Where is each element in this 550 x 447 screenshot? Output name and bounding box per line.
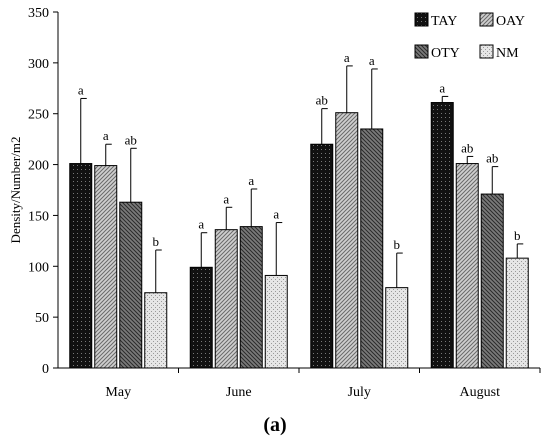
y-axis-label: Density/Number/m2 [8, 137, 23, 244]
bar-oay [94, 165, 118, 369]
legend-label-oty: OTY [431, 46, 460, 61]
y-tick-label: 150 [28, 209, 49, 224]
bar-oty [119, 201, 143, 369]
y-tick-label: 350 [28, 6, 49, 21]
legend-swatch-oay [479, 12, 494, 27]
significance-letter: a [273, 207, 279, 222]
y-tick-label: 0 [42, 362, 49, 377]
significance-letter: a [223, 191, 229, 206]
significance-letter: a [78, 82, 84, 97]
bar-tay [310, 143, 334, 369]
bar-tay [189, 266, 213, 369]
x-tick-label: August [460, 385, 501, 400]
legend-label-oay: OAY [496, 14, 525, 29]
y-tick-label: 200 [28, 159, 49, 174]
significance-letter: a [248, 173, 254, 188]
bar-oay [455, 163, 479, 369]
panel-label: (a) [263, 414, 287, 436]
bar-oty [239, 226, 263, 369]
significance-letter: a [198, 217, 204, 232]
significance-letter: ab [316, 93, 328, 108]
bar-oay [214, 229, 238, 369]
significance-letter: b [514, 228, 521, 243]
x-tick-label: June [226, 385, 252, 400]
significance-letter: ab [486, 151, 498, 166]
y-tick-label: 250 [28, 108, 49, 123]
legend-swatch-tay [414, 12, 429, 27]
bar-oay [335, 112, 359, 369]
bar-oty [480, 193, 504, 369]
y-tick-label: 50 [35, 311, 49, 326]
significance-letter: a [103, 128, 109, 143]
significance-letter: b [153, 234, 160, 249]
y-tick-label: 300 [28, 57, 49, 72]
bar-nm [144, 292, 168, 369]
legend-swatch-nm [479, 44, 494, 59]
bar-tay [430, 102, 454, 369]
significance-letter: b [394, 237, 401, 252]
legend-label-nm: NM [496, 46, 519, 61]
legend: TAY OAY OTY NM [414, 12, 525, 61]
bar-chart: 0 50 100 150 200 250 300 350 Density/Number/m2 Ma… [8, 6, 541, 400]
significance-letter: ab [125, 132, 137, 147]
x-tick-label: May [105, 385, 131, 400]
y-tick-label: 100 [28, 260, 49, 275]
legend-swatch-oty [414, 44, 429, 59]
significance-letter: ab [461, 140, 473, 155]
axes: 0 50 100 150 200 250 300 350 Density/Number/m2 Ma… [8, 6, 541, 400]
bar-oty [360, 128, 384, 369]
significance-letter: a [439, 80, 445, 95]
x-tick-label: July [348, 385, 371, 400]
significance-letter: a [369, 53, 375, 68]
legend-label-tay: TAY [431, 14, 457, 29]
bar-nm [505, 257, 529, 369]
bar-nm [385, 287, 409, 369]
significance-letter: a [344, 50, 350, 65]
bar-tay [69, 163, 93, 369]
bar-nm [264, 274, 288, 369]
